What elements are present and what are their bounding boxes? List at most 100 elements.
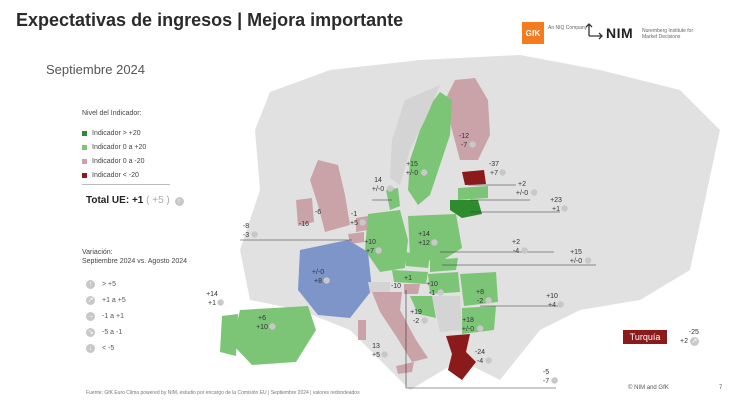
footer-source: Fuente: GfK Euro Clima powered by NIM, e… xyxy=(86,390,360,396)
arrow-right-icon: → xyxy=(86,311,95,321)
variation-arrow-icon xyxy=(521,247,528,254)
turkey-change: +2 xyxy=(680,338,688,345)
slovakia-value-label: +15 xyxy=(570,249,582,256)
variation-arrow-icon xyxy=(469,141,476,148)
romania-change-label: -2 xyxy=(477,298,483,305)
slovenia-value-label: -10 xyxy=(391,283,401,290)
total-change: ( +5 ) xyxy=(146,195,170,206)
estonia-shape xyxy=(462,170,486,185)
sweden-shape xyxy=(408,92,452,205)
bulgaria-shape xyxy=(462,306,496,334)
greece-shape xyxy=(446,334,476,380)
legend-label: Indicador < -20 xyxy=(92,171,139,179)
variation-arrow-icon xyxy=(323,277,330,284)
nim-subtitle: Nuremberg Institute for Market Decisions xyxy=(642,28,694,40)
switzerland-shape xyxy=(368,282,390,292)
denmark-shape xyxy=(386,188,400,210)
spain-shape xyxy=(232,306,316,365)
portugal-value-label: +14 xyxy=(206,291,218,298)
legend-item: Indicador 0 a -20 xyxy=(82,154,146,168)
variation-title: Variación: Septiembre 2024 vs. Agosto 20… xyxy=(82,248,187,266)
nim-arrow-icon xyxy=(586,23,603,40)
netherlands-value-label: -1 xyxy=(351,211,357,218)
variation-label: -5 a -1 xyxy=(102,328,123,336)
denmark-change-label: +/-0 xyxy=(372,186,384,193)
variation-arrow-icon xyxy=(269,323,276,330)
finland-change-label: -7 xyxy=(461,142,467,149)
legend-item: Indicador 0 a +20 xyxy=(82,140,146,154)
finland-value-label: -12 xyxy=(459,133,469,140)
czechia-change-label: -4 xyxy=(513,248,519,255)
legend-item: Indicador > +20 xyxy=(82,126,146,140)
turkey-value: -25 xyxy=(688,329,699,336)
legend-title: Nivel del Indicador: xyxy=(82,110,142,117)
germany-change-label: +7 xyxy=(366,248,374,255)
variation-label: > +5 xyxy=(102,280,117,288)
cyprus-value-label: -5 xyxy=(543,369,549,376)
legend-label: Indicador 0 a +20 xyxy=(92,143,147,151)
bulgaria-value-label: +18 xyxy=(462,317,474,324)
lithuania-value-label: +23 xyxy=(550,197,562,204)
moldova-change-label: +4 xyxy=(548,302,556,309)
total-eu: Total UE: +1 ( +5 ) ↑ xyxy=(86,195,191,206)
balkans-shape xyxy=(432,296,462,332)
belgium-change-label: -3 xyxy=(243,232,249,239)
variation-arrow-icon xyxy=(531,189,538,196)
variation-label: +1 a +5 xyxy=(102,296,126,304)
sicily-shape xyxy=(396,362,414,374)
variation-item: ↓ < -5 xyxy=(86,340,126,356)
uk-value-label: -6 xyxy=(315,209,321,216)
land-background xyxy=(240,55,720,390)
page-number: 7 xyxy=(719,385,723,391)
moldova-value-label: +10 xyxy=(546,293,558,300)
legend-swatch xyxy=(82,172,87,178)
arrow-up-right-icon: ↗ xyxy=(86,295,95,305)
variation-arrow-icon xyxy=(499,169,506,176)
poland-shape xyxy=(408,214,462,262)
uk-shape xyxy=(310,160,350,232)
spain-change-label: +10 xyxy=(256,324,268,331)
variation-heading: Variación: xyxy=(82,249,113,256)
czechia-shape xyxy=(405,252,430,268)
ireland-value-label: -16 xyxy=(299,221,309,228)
page-subtitle: Septiembre 2024 xyxy=(46,62,146,77)
variation-arrow-icon xyxy=(551,377,558,384)
leader-lines xyxy=(240,184,596,389)
variation-arrow-icon xyxy=(421,169,428,176)
variation-arrow-icon xyxy=(359,219,366,226)
estonia-value-label: -37 xyxy=(489,161,499,168)
poland-value-label: +14 xyxy=(418,231,430,238)
variation-period: Septiembre 2024 vs. Agosto 2024 xyxy=(82,258,188,265)
italy-value-label: 13 xyxy=(372,343,380,350)
sweden-value-label: +15 xyxy=(406,161,418,168)
poland-change-label: +12 xyxy=(418,240,430,247)
variation-arrow-icon xyxy=(561,205,568,212)
variation-item: ↗ +1 a +5 xyxy=(86,292,126,308)
cyprus-change-label: -7 xyxy=(543,378,549,385)
spain-value-label: +6 xyxy=(258,315,266,322)
germany-value-label: +10 xyxy=(364,239,376,246)
belgium-value-label: -8 xyxy=(243,223,249,230)
italy-shape xyxy=(372,292,428,362)
austria-value-label: +1 xyxy=(404,275,412,282)
variation-arrow-icon xyxy=(251,231,258,238)
variation-label: < -5 xyxy=(102,344,115,352)
variation-item: ↘ -5 a -1 xyxy=(86,324,126,340)
total-label: Total UE: xyxy=(86,195,130,206)
denmark-value-label: 14 xyxy=(374,177,382,184)
france-value-label: +/-0 xyxy=(312,269,324,276)
arrow-down-icon: ↓ xyxy=(86,343,95,353)
portugal-change-label: +1 xyxy=(208,300,216,307)
belgium-shape xyxy=(348,232,364,244)
variation-arrow-icon xyxy=(477,325,484,332)
legend: Nivel del Indicador: Indicador > +20 Ind… xyxy=(82,110,146,182)
france-shape xyxy=(298,240,372,318)
greece-value-label: -24 xyxy=(475,349,485,356)
legend-item: Indicador < -20 xyxy=(82,168,146,182)
bulgaria-change-label: +/-0 xyxy=(462,326,474,333)
variation-label: -1 a +1 xyxy=(102,312,124,320)
sweden-change-label: +/-0 xyxy=(406,170,418,177)
arrow-up-right-icon: ↗ xyxy=(689,337,699,346)
variation-item: → -1 a +1 xyxy=(86,308,126,324)
